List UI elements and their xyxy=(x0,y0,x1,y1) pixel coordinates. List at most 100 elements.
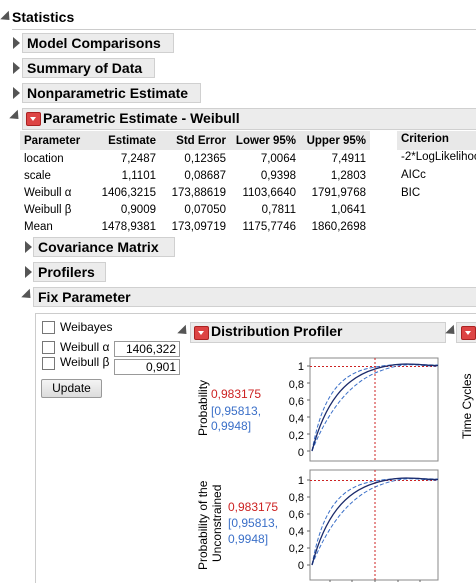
y-tick-label: 0 xyxy=(298,447,304,459)
parametric-header[interactable] xyxy=(22,108,476,130)
probability-axis-label: Probability xyxy=(196,379,210,436)
update-button[interactable]: Update xyxy=(41,379,102,398)
y-ticks-2: 1 0,8 0,6 0,4 0,2 0 xyxy=(289,475,304,572)
statistics-header-bar xyxy=(12,29,476,30)
plot-frame xyxy=(309,469,439,581)
y-tick-label: 0,2 xyxy=(289,543,304,555)
cell-parameter: Weibull α xyxy=(24,186,72,199)
fix-parameter-header[interactable]: Fix Parameter xyxy=(33,287,476,307)
cell-std-error: 0,07050 xyxy=(184,203,226,216)
model-comparisons-disclosure-icon[interactable] xyxy=(13,37,20,49)
cell-upper: 1,2803 xyxy=(330,169,366,182)
y-ticks-1: 1 0,8 0,6 0,4 0,2 0 xyxy=(289,361,304,459)
weibayes-checkbox[interactable] xyxy=(42,321,55,334)
cell-std-error: 0,08687 xyxy=(184,169,226,182)
y-tick-label: 0,8 xyxy=(289,492,304,504)
x-tick-marks xyxy=(329,580,421,582)
ci-lower-curve xyxy=(311,364,439,452)
time-cycles-label: Time Cycles xyxy=(460,373,474,439)
col-header-estimate: Estimate xyxy=(90,131,160,150)
profiler-header-bar xyxy=(190,322,446,343)
ci-lower-curve xyxy=(311,478,439,566)
cell-estimate: 7,2487 xyxy=(120,152,156,165)
y-tick-label: 0,2 xyxy=(289,430,304,442)
y-tick-label: 0,8 xyxy=(289,379,304,391)
col-header-lower-95: Lower 95% xyxy=(230,131,300,150)
profiler-menu-icon[interactable] xyxy=(194,326,209,340)
criterion-item: BIC xyxy=(401,187,421,199)
table-row: Mean 1478,9381 173,09719 1175,7746 1860,… xyxy=(20,218,370,235)
parametric-estimates-table: Parameter Estimate Std Error Lower 95% U… xyxy=(20,131,370,235)
weibull-alpha-checkbox[interactable] xyxy=(42,341,55,354)
table-row: Weibull β 0,9009 0,07050 0,7811 1,0641 xyxy=(20,201,370,218)
estimate-curve xyxy=(311,363,439,452)
table-header-row: Parameter Estimate Std Error Lower 95% U… xyxy=(20,131,370,150)
profilers-header[interactable]: Profilers xyxy=(33,262,106,282)
statistics-title: Statistics xyxy=(12,9,75,25)
cell-lower: 7,0064 xyxy=(260,152,296,165)
probability-ci-lower: [0,95813, xyxy=(211,404,262,418)
col-header-parameter: Parameter xyxy=(20,131,90,150)
profiler-plot-1[interactable]: 1 0,8 0,6 0,4 0,2 0 xyxy=(280,356,440,463)
y-tick-label: 0 xyxy=(298,560,304,572)
summary-of-data-disclosure-icon[interactable] xyxy=(13,62,20,74)
parametric-title: Parametric Estimate - Weibull xyxy=(43,110,240,126)
probability-ci-upper: 0,9948] xyxy=(211,419,252,433)
cell-lower: 0,7811 xyxy=(261,203,296,216)
profiler-plot-2[interactable]: 1 0,8 0,6 0,4 0,2 0 xyxy=(280,468,440,582)
estimate-curve xyxy=(311,477,439,566)
cell-parameter: scale xyxy=(24,169,51,182)
y-tick-label: 0,6 xyxy=(289,396,304,408)
parametric-menu-icon[interactable] xyxy=(26,112,41,126)
weibull-beta-input[interactable]: 0,901 xyxy=(114,359,180,375)
unconstrained-axis-label-2: Unconstrained xyxy=(210,484,224,562)
table-row: Weibull α 1406,3215 173,88619 1103,6640 … xyxy=(20,184,370,201)
nonparametric-disclosure-icon[interactable] xyxy=(13,87,20,99)
nonparametric-header[interactable]: Nonparametric Estimate xyxy=(22,83,201,103)
criterion-header: Criterion xyxy=(397,131,476,150)
cell-lower: 1175,7746 xyxy=(242,220,296,233)
profiler2-menu-icon[interactable] xyxy=(461,326,476,340)
y-tick-marks xyxy=(307,479,310,566)
cell-upper: 1791,9768 xyxy=(311,186,366,199)
unconstrained-ci-upper: 0,9948] xyxy=(228,532,269,546)
plot-frame xyxy=(309,357,439,462)
y-tick-label: 0,6 xyxy=(289,509,304,521)
cell-estimate: 1406,3215 xyxy=(101,186,156,199)
cell-parameter: location xyxy=(24,152,64,165)
covariance-header[interactable]: Covariance Matrix xyxy=(33,237,175,257)
col-header-std-error: Std Error xyxy=(160,131,230,150)
probability-value: 0,983175 xyxy=(211,387,262,401)
criterion-table: Criterion -2*LogLikelihoo AICc BIC xyxy=(397,131,476,204)
unconstrained-value: 0,983175 xyxy=(228,500,279,514)
covariance-disclosure-icon[interactable] xyxy=(25,241,32,253)
cell-lower: 0,9398 xyxy=(260,169,296,182)
cell-estimate: 0,9009 xyxy=(120,203,156,216)
criterion-item: -2*LogLikelihoo xyxy=(401,151,476,163)
table-row: scale 1,1101 0,08687 0,9398 1,2803 xyxy=(20,167,370,184)
criterion-item: AICc xyxy=(401,169,426,181)
profilers-disclosure-icon[interactable] xyxy=(25,266,32,278)
model-comparisons-header[interactable]: Model Comparisons xyxy=(22,33,174,53)
cell-upper: 1860,2698 xyxy=(311,220,366,233)
cell-upper: 1,0641 xyxy=(330,203,366,216)
fix-parameter-panel xyxy=(35,313,476,583)
cell-upper: 7,4911 xyxy=(331,152,366,165)
y-tick-label: 1 xyxy=(298,361,304,373)
summary-of-data-header[interactable]: Summary of Data xyxy=(22,58,155,78)
weibull-beta-label: Weibull β xyxy=(60,355,110,369)
cell-std-error: 173,09719 xyxy=(171,220,226,233)
table-row: location 7,2487 0,12365 7,0064 7,4911 xyxy=(20,150,370,167)
weibull-beta-checkbox[interactable] xyxy=(42,357,55,370)
y-tick-marks xyxy=(307,365,310,452)
cell-parameter: Weibull β xyxy=(24,203,72,216)
cell-estimate: 1,1101 xyxy=(121,169,156,182)
cell-std-error: 0,12365 xyxy=(184,152,226,165)
cell-lower: 1103,6640 xyxy=(242,186,296,199)
parametric-disclosure-icon[interactable] xyxy=(9,109,23,124)
unconstrained-axis-label-1: Probability of the xyxy=(196,480,210,570)
weibull-alpha-input[interactable]: 1406,322 xyxy=(114,341,180,357)
profiler-title: Distribution Profiler xyxy=(211,323,343,339)
unconstrained-ci-lower: [0,95813, xyxy=(228,516,279,530)
col-header-upper-95: Upper 95% xyxy=(300,131,370,150)
